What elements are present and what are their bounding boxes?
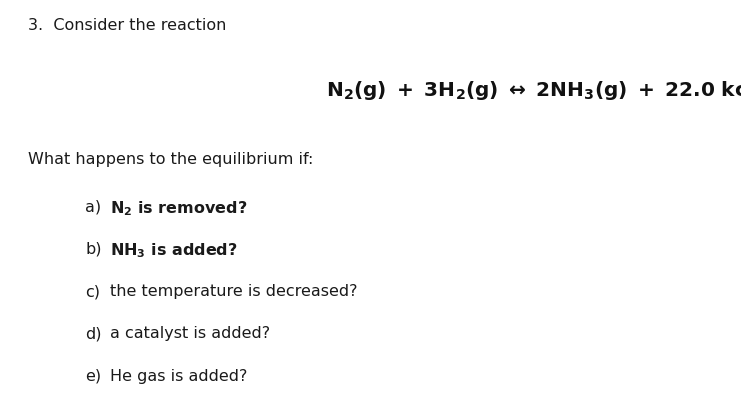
Text: e): e)	[85, 369, 102, 384]
Text: $\mathdefault{NH_3}$ is added?: $\mathdefault{NH_3}$ is added?	[110, 242, 237, 260]
Text: What happens to the equilibrium if:: What happens to the equilibrium if:	[28, 152, 313, 167]
Text: $\mathdefault{N_2(g)\ +\ 3H_2(g)\ \leftrightarrow\ 2NH_3(g)\ +\ 22.0\ kcal}$: $\mathdefault{N_2(g)\ +\ 3H_2(g)\ \leftr…	[326, 79, 741, 102]
Text: b): b)	[85, 242, 102, 257]
Text: d): d)	[85, 326, 102, 341]
Text: the temperature is decreased?: the temperature is decreased?	[110, 284, 357, 299]
Text: c): c)	[85, 284, 100, 299]
Text: $\mathdefault{N_2}$ is removed?: $\mathdefault{N_2}$ is removed?	[110, 199, 247, 218]
Text: a catalyst is added?: a catalyst is added?	[110, 326, 270, 341]
Text: He gas is added?: He gas is added?	[110, 369, 247, 384]
Text: 3.  Consider the reaction: 3. Consider the reaction	[28, 18, 227, 33]
Text: a): a)	[85, 199, 102, 214]
